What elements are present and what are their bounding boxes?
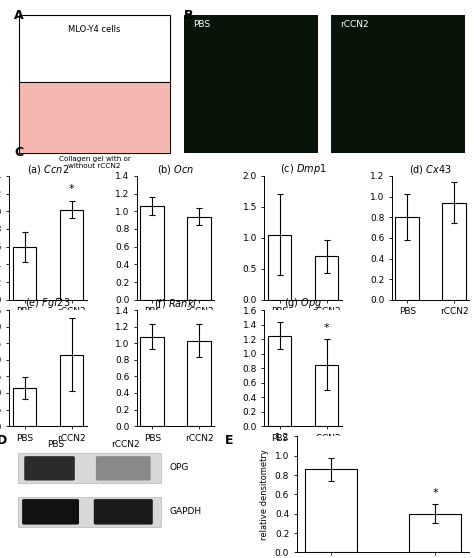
Title: (a) $\it{Ccn2}$: (a) $\it{Ccn2}$ (27, 163, 69, 176)
Text: *: * (432, 488, 438, 498)
Bar (315, 257, 338, 300)
Text: MLO-Y4 cells: MLO-Y4 cells (68, 25, 121, 34)
Bar (187, 217, 211, 300)
Bar (140, 206, 164, 300)
Title: (b) $\it{Ocn}$: (b) $\it{Ocn}$ (157, 163, 194, 176)
FancyBboxPatch shape (96, 456, 151, 480)
Bar (140, 336, 164, 426)
Bar (268, 335, 292, 426)
FancyBboxPatch shape (22, 499, 79, 525)
Text: B: B (184, 9, 194, 22)
Bar (305, 469, 357, 552)
Bar (18, 83, 170, 153)
Text: rCCN2: rCCN2 (111, 440, 140, 449)
Y-axis label: relative densitometry: relative densitometry (260, 449, 269, 540)
Title: (e) $\it{Fgf23}$: (e) $\it{Fgf23}$ (26, 296, 71, 310)
Text: OPG: OPG (170, 463, 189, 472)
Text: Collagen gel with or
without rCCN2: Collagen gel with or without rCCN2 (59, 156, 130, 169)
FancyBboxPatch shape (94, 499, 153, 525)
Text: GAPDH: GAPDH (170, 507, 202, 516)
Bar (187, 341, 211, 426)
Bar (315, 364, 338, 426)
Text: D: D (0, 434, 7, 447)
Text: C: C (14, 146, 23, 159)
Text: A: A (14, 9, 24, 22)
Text: PBS: PBS (193, 20, 210, 29)
Bar (60, 209, 83, 300)
Title: (d) $\it{Cx43}$: (d) $\it{Cx43}$ (409, 163, 452, 176)
Text: *: * (69, 185, 74, 194)
Bar (18, 15, 170, 153)
Bar (18, 453, 161, 483)
Bar (13, 247, 36, 300)
Bar (331, 15, 465, 153)
Title: (c) $\it{Dmp1}$: (c) $\it{Dmp1}$ (280, 162, 327, 176)
Bar (268, 235, 292, 300)
Bar (409, 514, 461, 552)
Bar (184, 15, 318, 153)
Title: (g) $\it{Opg}$: (g) $\it{Opg}$ (284, 296, 322, 310)
Bar (13, 388, 36, 426)
Bar (18, 497, 161, 527)
Bar (395, 217, 419, 300)
Text: *: * (324, 323, 329, 333)
Text: E: E (224, 434, 233, 447)
Title: (f) $\it{Rankl}$: (f) $\it{Rankl}$ (154, 297, 197, 310)
Bar (442, 203, 466, 300)
Bar (60, 355, 83, 426)
Text: PBS: PBS (47, 440, 64, 449)
FancyBboxPatch shape (24, 456, 75, 480)
Text: rCCN2: rCCN2 (340, 20, 369, 29)
